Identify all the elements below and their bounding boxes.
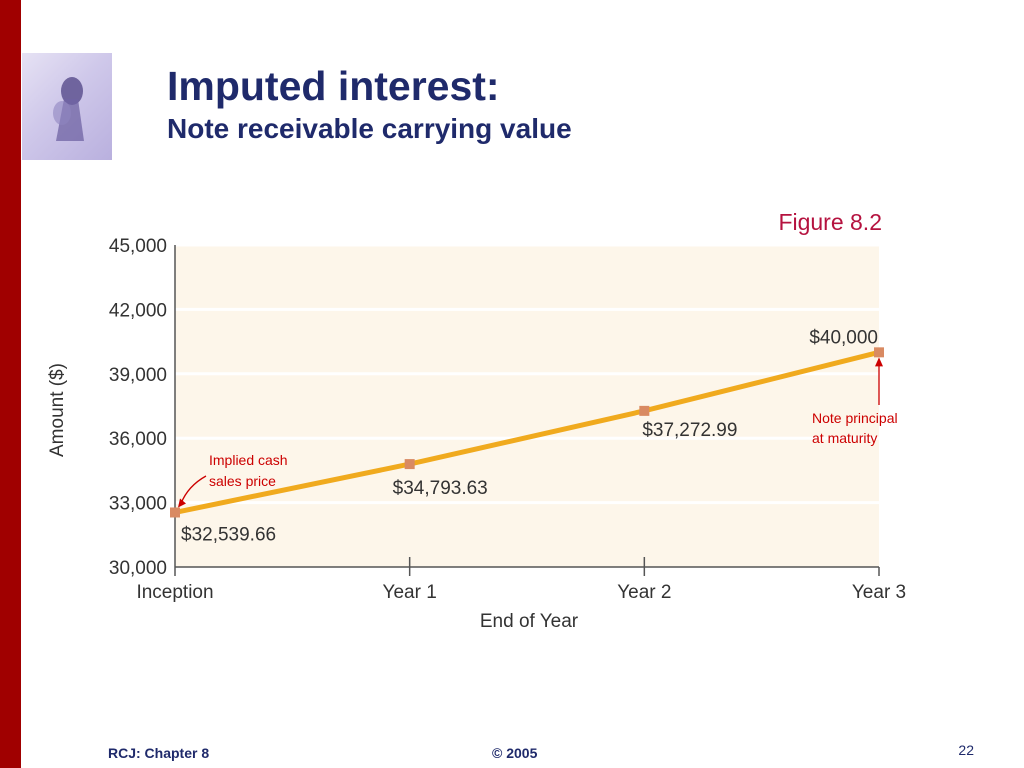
annotation-arrowhead [178,498,186,508]
y-axis-title: Amount ($) [47,363,68,457]
annotation-text: Note principal [812,410,898,426]
data-point-marker [639,405,650,416]
grid-lines [175,243,879,567]
x-tick-label: Inception [136,582,213,603]
y-tick-label: 33,000 [109,494,167,515]
y-tick-label: 36,000 [109,429,167,450]
keyhole-icon [53,77,84,141]
annotation-layer: Implied cash sales price Note principal at … [178,357,898,508]
label-layer: 30,000 33,000 36,000 39,000 42,000 45,000 Ince… [47,236,906,632]
keyhole-logo [22,53,112,160]
slide-subtitle: Note receivable carrying value [167,113,572,144]
data-point-marker [874,347,884,358]
slide-accent-bar [0,0,21,768]
data-label: $37,272.99 [642,420,737,441]
data-point-marker [404,459,415,470]
y-tick-label: 42,000 [109,300,167,321]
plot-area [175,245,879,567]
annotation-text: Implied cash [209,452,288,468]
series-line [174,349,880,515]
data-label: $34,793.63 [393,478,488,499]
x-tick-label: Year 1 [383,582,437,603]
y-tick-label: 45,000 [109,236,167,257]
annotation-arrowhead [875,357,883,367]
figure-label: Figure 8.2 [778,209,882,235]
x-tick-label: Year 3 [852,582,906,603]
footer-copyright: © 2005 [492,745,538,761]
data-label: $32,539.66 [181,524,276,545]
y-tick-label: 39,000 [109,365,167,386]
annotation-text: at maturity [812,430,877,446]
annotation-text: sales price [209,473,276,489]
page-number: 22 [958,742,974,758]
data-label: $40,000 [809,327,878,348]
y-tick-label: 30,000 [109,558,167,579]
slide-title: Imputed interest: [167,63,500,109]
x-axis-title: End of Year [480,611,579,632]
data-point-marker [170,507,180,518]
series-layer [170,347,884,518]
x-tick-label: Year 2 [617,582,671,603]
footer-chapter: RCJ: Chapter 8 [108,745,210,761]
